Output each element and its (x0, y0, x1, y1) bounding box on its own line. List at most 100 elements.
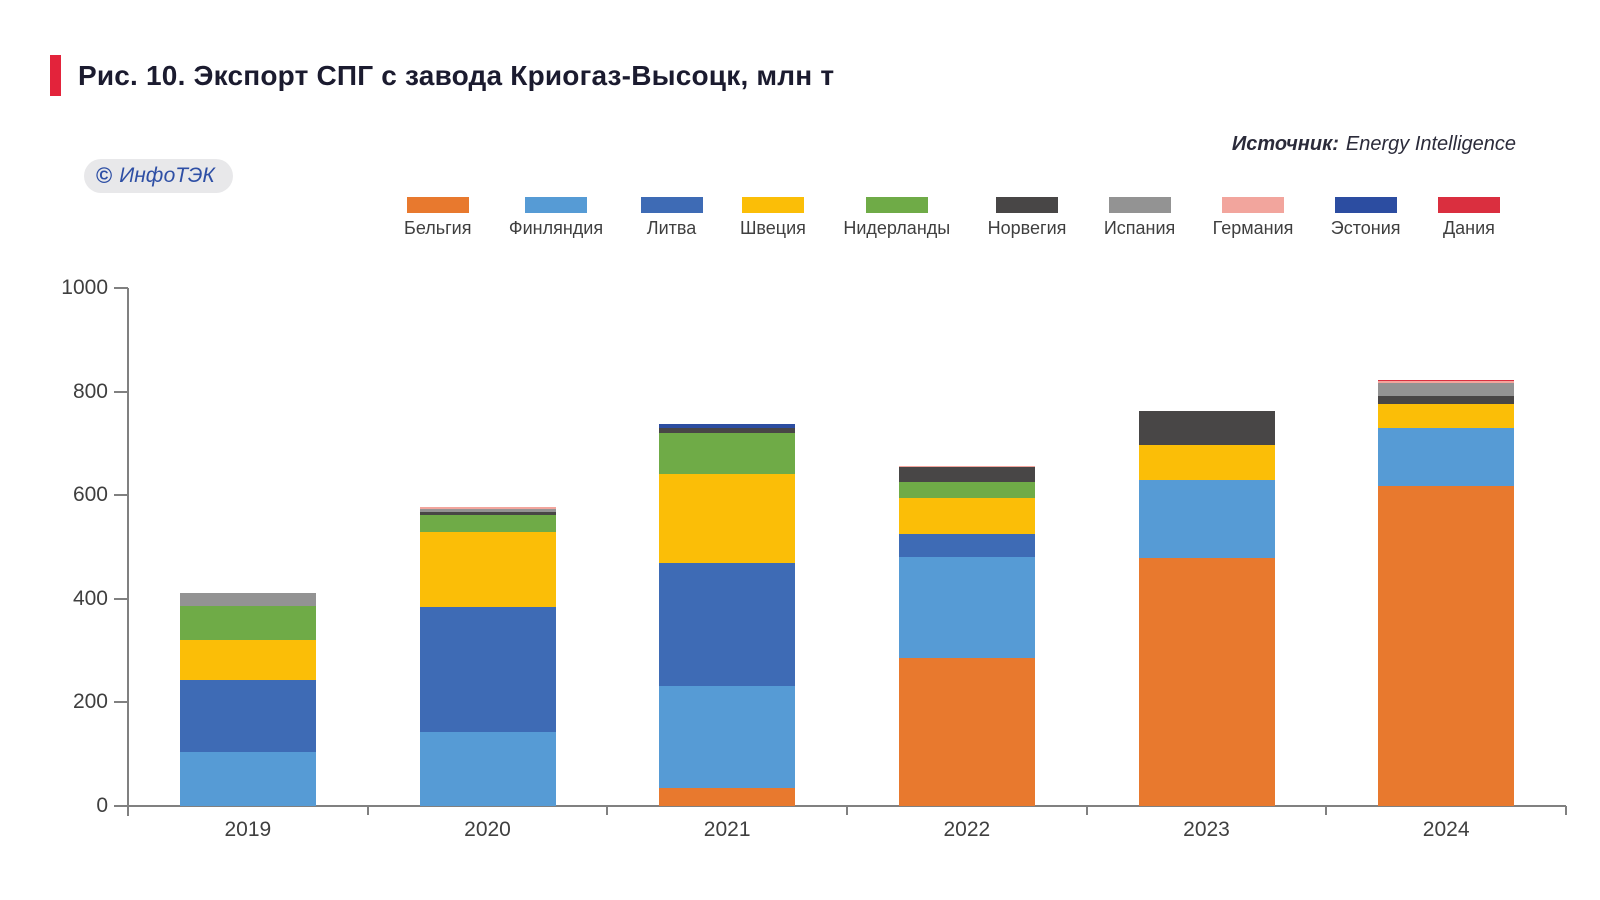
x-tick-mark (1565, 806, 1567, 815)
legend-label: Дания (1442, 218, 1495, 238)
legend-label: Эстония (1330, 218, 1401, 238)
legend-swatch (1334, 197, 1397, 213)
y-axis-tick-label: 400 (72, 586, 108, 610)
bar-segment (659, 424, 796, 429)
bar-segment (419, 512, 556, 516)
legend-swatch (996, 197, 1058, 213)
bar-segment (1138, 445, 1275, 481)
x-tick-mark (1085, 806, 1088, 815)
legend-item: Германия (1212, 197, 1294, 239)
copyright-icon: © (96, 163, 113, 188)
legend-swatch (525, 197, 587, 213)
bar-segment (419, 515, 556, 532)
x-tick-mark (846, 806, 848, 815)
bar-segment (1138, 558, 1275, 806)
y-tick-mark (114, 597, 128, 600)
bar-segment (179, 606, 316, 641)
bar-segment (1378, 485, 1515, 806)
bar-segment (898, 534, 1035, 558)
title-accent-bar (50, 55, 61, 96)
bar-segment (1378, 395, 1515, 405)
legend-item: Дания (1437, 197, 1500, 239)
chart-legend: Бельгия Финляндия Литва Швеция Нидерланды Нор… (404, 197, 1500, 239)
watermark-text: ИнфоТЭК (119, 164, 215, 187)
legend-item: Норвегия (987, 197, 1067, 239)
x-tick-mark (366, 806, 369, 815)
legend-label: Нидерланды (843, 218, 951, 238)
bar-segment (1138, 480, 1275, 559)
bar-segment (179, 680, 316, 753)
y-tick-mark (114, 701, 128, 704)
bar-segment (1378, 383, 1515, 396)
y-axis-tick-label: 600 (72, 483, 108, 507)
y-axis-tick-label: 1000 (61, 276, 108, 299)
x-axis-category-label: 2023 (1183, 818, 1230, 841)
legend-swatch (741, 197, 804, 213)
x-axis-category-label: 2021 (703, 818, 751, 841)
page-title: Рис. 10. Экспорт СПГ с завода Криогаз-Вы… (78, 59, 835, 91)
legend-swatch (1437, 197, 1500, 213)
bar-segment (659, 473, 796, 563)
legend-item: Бельгия (404, 197, 471, 239)
bar-segment (898, 497, 1035, 535)
chart-header: Рис. 10. Экспорт СПГ с завода Криогаз-Вы… (50, 55, 834, 96)
x-axis-category-label: 2024 (1422, 818, 1470, 841)
legend-label: Бельгия (404, 218, 472, 238)
watermark-badge: © ИнфоТЭК (84, 159, 233, 193)
bar-segment (659, 686, 796, 788)
bar-segment (898, 658, 1035, 806)
source-value: Energy Intelligence (1345, 133, 1516, 155)
bar-segment (659, 562, 796, 687)
bar-segment (419, 509, 556, 513)
x-axis-category-label: 2020 (464, 818, 511, 841)
y-tick-mark (114, 494, 128, 497)
x-axis-category-label: 2022 (943, 818, 991, 841)
legend-item: Испания (1104, 197, 1175, 239)
x-tick-mark (1325, 806, 1328, 815)
y-tick-mark (114, 390, 128, 393)
bar-segment (419, 531, 556, 608)
bar-segment (179, 752, 316, 806)
bar-segment (1378, 379, 1515, 381)
x-axis-category-label: 2019 (224, 818, 272, 841)
bar-segment (659, 432, 796, 474)
bar-segment (1378, 404, 1515, 428)
bar-segment (898, 481, 1035, 498)
x-tick-mark (606, 806, 609, 815)
bar-segment (419, 731, 556, 806)
bar-segment (659, 787, 796, 806)
legend-item: Швеция (740, 197, 806, 239)
y-axis (127, 288, 129, 816)
legend-item: Финляндия (509, 197, 603, 239)
legend-swatch (865, 197, 928, 213)
bar-segment (898, 465, 1035, 468)
bar-segment (179, 592, 316, 607)
bar-segment (419, 607, 556, 732)
legend-swatch (1108, 197, 1171, 213)
legend-item: Литва (640, 197, 703, 239)
bar-segment (659, 428, 796, 433)
source-line: Источник: Energy Intelligence (1232, 133, 1516, 156)
legend-label: Норвегия (987, 218, 1067, 238)
bar-segment (1138, 410, 1275, 446)
legend-item: Нидерланды (843, 197, 950, 239)
legend-label: Германия (1212, 218, 1294, 238)
y-tick-mark (114, 287, 128, 289)
legend-label: Литва (646, 218, 697, 238)
bar-segment (1378, 427, 1515, 486)
y-tick-mark (114, 805, 128, 807)
bar-segment (419, 507, 556, 510)
y-axis-tick-label: 200 (72, 690, 108, 714)
source-label: Источник: (1231, 133, 1339, 155)
bar-segment (179, 640, 316, 681)
bar-segment (1378, 380, 1515, 384)
x-axis (114, 805, 1566, 807)
y-axis-tick-label: 800 (72, 379, 108, 403)
legend-swatch (1222, 197, 1285, 213)
legend-label: Швеция (739, 218, 806, 238)
legend-label: Финляндия (508, 218, 604, 238)
legend-label: Испания (1103, 218, 1176, 238)
legend-swatch (640, 197, 703, 213)
